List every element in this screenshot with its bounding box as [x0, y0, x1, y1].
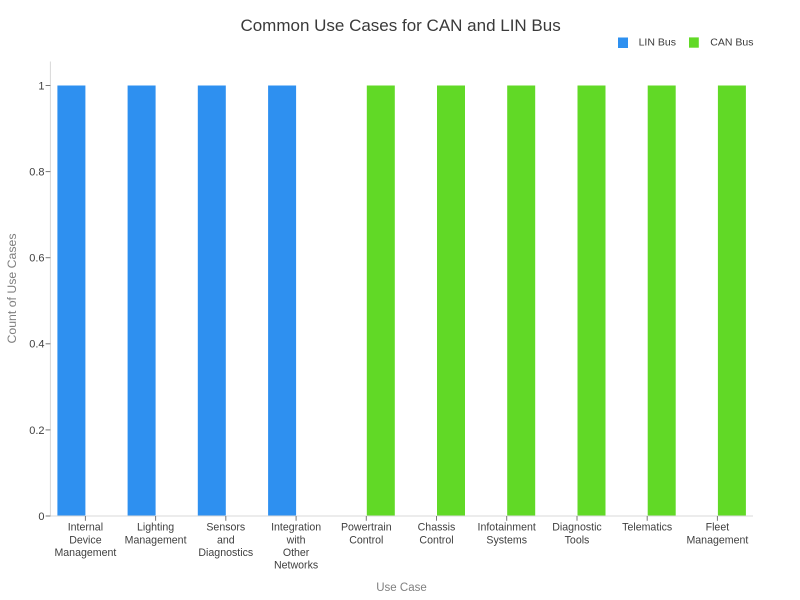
svg-text:LIN Bus: LIN Bus — [639, 37, 676, 49]
svg-text:Control: Control — [419, 534, 453, 546]
svg-text:CAN Bus: CAN Bus — [710, 37, 753, 49]
svg-text:Systems: Systems — [486, 534, 527, 546]
svg-text:Device: Device — [69, 534, 101, 546]
svg-text:Infotainment: Infotainment — [478, 522, 536, 534]
svg-text:Diagnostic: Diagnostic — [552, 522, 602, 534]
svg-text:Integration: Integration — [271, 522, 321, 534]
svg-text:Internal: Internal — [68, 522, 103, 534]
svg-text:Fleet: Fleet — [706, 522, 730, 534]
svg-text:Networks: Networks — [274, 560, 318, 572]
svg-text:Management: Management — [125, 534, 187, 546]
svg-text:Powertrain: Powertrain — [341, 522, 392, 534]
svg-text:0.6: 0.6 — [29, 253, 44, 265]
svg-text:Sensors: Sensors — [206, 522, 245, 534]
svg-text:0: 0 — [38, 511, 44, 523]
svg-text:Diagnostics: Diagnostics — [198, 547, 253, 559]
svg-text:Chassis: Chassis — [418, 522, 456, 534]
svg-text:Control: Control — [349, 534, 383, 546]
svg-text:0.8: 0.8 — [29, 167, 44, 179]
svg-text:Other: Other — [283, 547, 310, 559]
svg-text:Management: Management — [686, 534, 748, 546]
svg-text:Use Case: Use Case — [376, 582, 427, 594]
svg-text:Telematics: Telematics — [622, 522, 672, 534]
svg-text:with: with — [286, 534, 306, 546]
svg-text:Lighting: Lighting — [137, 522, 174, 534]
svg-text:and: and — [217, 534, 235, 546]
svg-text:Common Use Cases for CAN and L: Common Use Cases for CAN and LIN Bus — [240, 16, 560, 35]
svg-text:1: 1 — [38, 80, 44, 92]
svg-text:Tools: Tools — [565, 534, 590, 546]
svg-text:0.4: 0.4 — [29, 339, 44, 351]
svg-text:Management: Management — [54, 547, 116, 559]
svg-text:0.2: 0.2 — [29, 425, 44, 437]
svg-text:Count of Use Cases: Count of Use Cases — [5, 233, 19, 343]
